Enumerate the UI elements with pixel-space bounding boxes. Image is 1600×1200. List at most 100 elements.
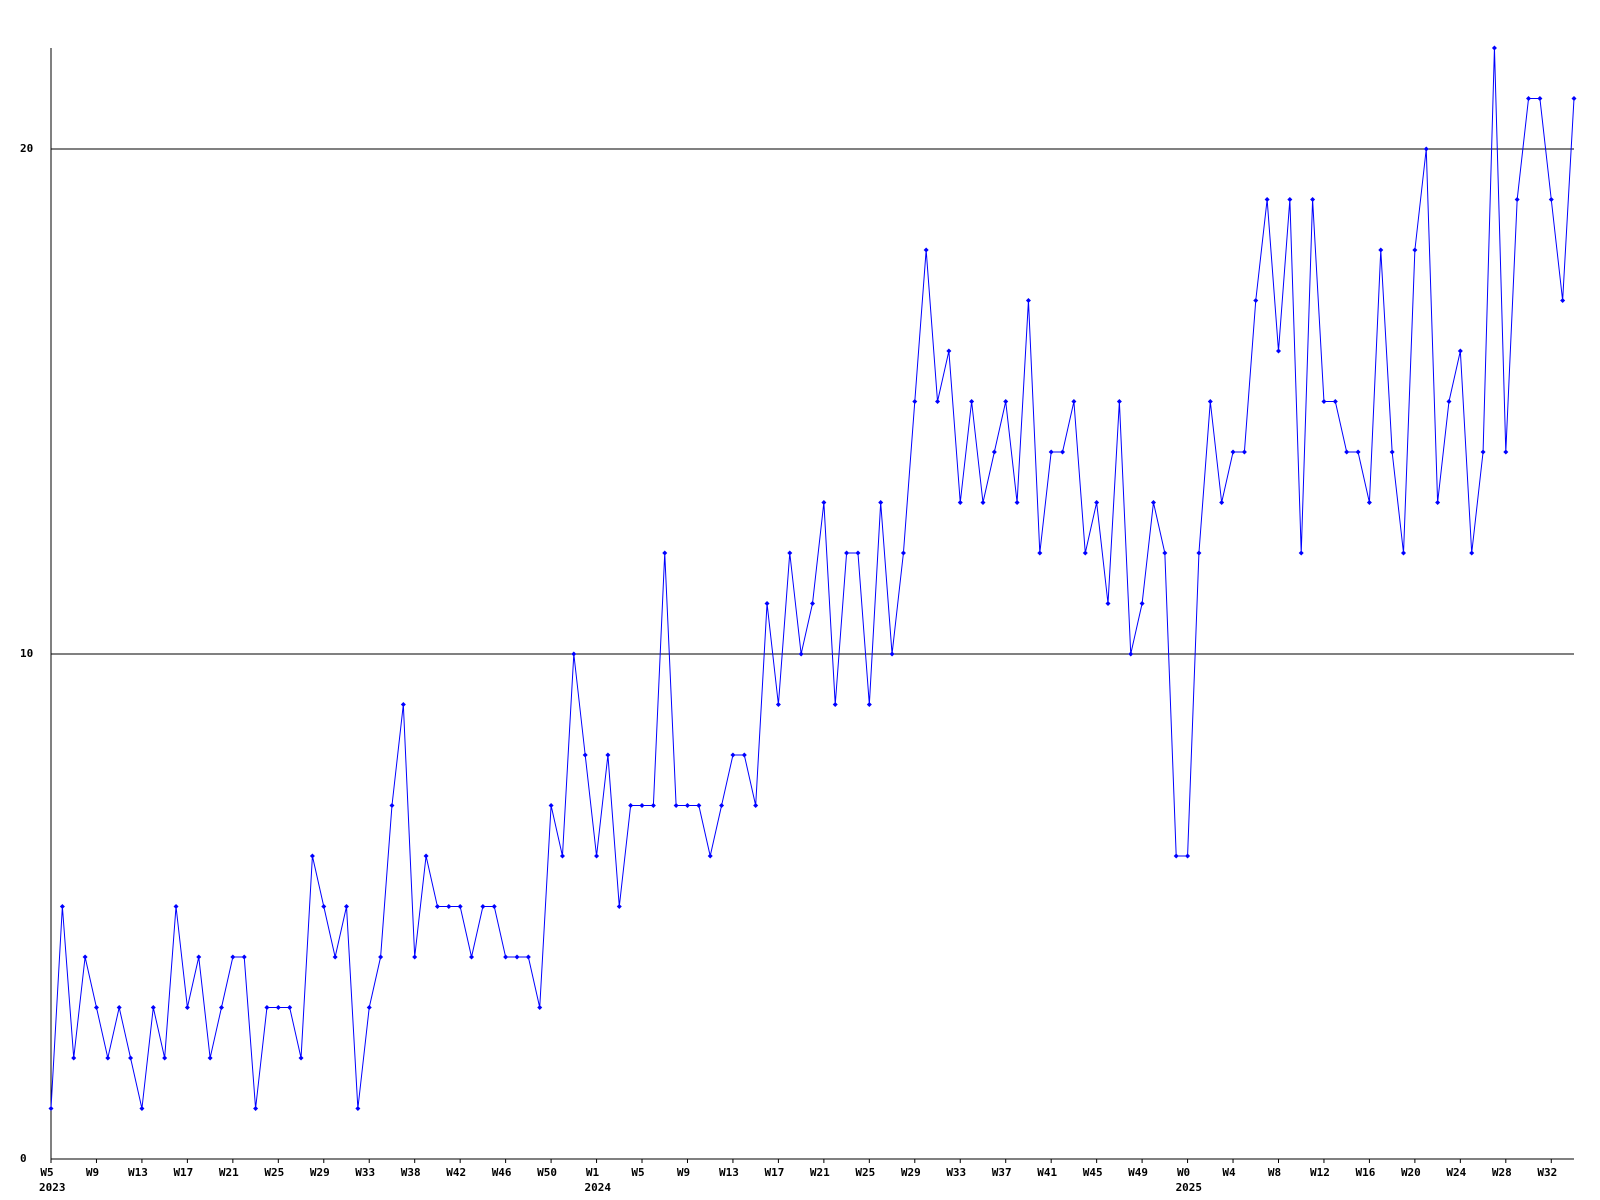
data-point bbox=[1150, 500, 1156, 505]
data-point bbox=[196, 954, 202, 960]
data-point bbox=[594, 853, 600, 859]
y-tick-label: 20 bbox=[20, 142, 33, 155]
data-point bbox=[741, 752, 747, 758]
data-point bbox=[1412, 247, 1418, 253]
data-point bbox=[400, 702, 406, 707]
data-point bbox=[514, 954, 520, 960]
x-tick-label: W5 bbox=[631, 1166, 644, 1179]
data-point bbox=[775, 702, 781, 707]
data-point bbox=[787, 550, 793, 556]
y-tick-label: 10 bbox=[20, 647, 33, 660]
data-point bbox=[1548, 197, 1554, 202]
data-point bbox=[1287, 197, 1293, 202]
x-tick-label: W38 bbox=[401, 1166, 421, 1179]
x-tick-label: W24 bbox=[1446, 1166, 1466, 1179]
x-tick-label: W8 bbox=[1268, 1166, 1281, 1179]
data-point bbox=[59, 904, 65, 909]
data-point bbox=[662, 550, 668, 556]
x-tick-label: W33 bbox=[355, 1166, 375, 1179]
data-point bbox=[991, 449, 997, 455]
data-point bbox=[878, 500, 884, 505]
x-tick-label: W46 bbox=[492, 1166, 512, 1179]
data-point bbox=[1048, 449, 1054, 455]
data-line bbox=[50, 47, 1575, 1109]
data-point bbox=[1105, 601, 1111, 606]
data-point bbox=[1275, 348, 1281, 354]
data-point bbox=[525, 954, 531, 960]
data-point bbox=[696, 803, 702, 808]
data-point bbox=[923, 247, 929, 253]
data-point bbox=[810, 601, 815, 606]
data-point bbox=[93, 1005, 99, 1010]
data-point bbox=[1219, 500, 1225, 505]
data-point bbox=[1469, 550, 1475, 556]
x-tick-label: W41 bbox=[1037, 1166, 1057, 1179]
data-point bbox=[548, 803, 554, 808]
data-point bbox=[1310, 197, 1316, 202]
data-point bbox=[707, 853, 713, 859]
x-tick-label: W16 bbox=[1355, 1166, 1375, 1179]
x-tick-label: W17 bbox=[764, 1166, 784, 1179]
data-point bbox=[116, 1005, 122, 1010]
data-point bbox=[48, 1106, 54, 1111]
data-point bbox=[1014, 500, 1020, 505]
x-tick-label: W25 bbox=[264, 1166, 284, 1179]
data-point bbox=[957, 500, 963, 505]
data-point bbox=[684, 803, 690, 808]
data-point bbox=[1344, 449, 1350, 455]
data-point bbox=[253, 1106, 259, 1111]
data-point bbox=[1139, 601, 1145, 606]
data-point bbox=[1560, 298, 1566, 303]
data-point bbox=[105, 1055, 111, 1061]
data-point bbox=[162, 1055, 168, 1061]
data-point bbox=[821, 500, 827, 505]
data-point bbox=[184, 1005, 190, 1010]
data-point bbox=[1094, 500, 1100, 505]
data-point bbox=[139, 1106, 145, 1111]
data-point bbox=[355, 1106, 361, 1111]
data-point bbox=[1082, 550, 1088, 556]
data-point bbox=[1025, 298, 1031, 303]
data-point bbox=[412, 954, 418, 960]
data-point bbox=[1230, 449, 1236, 455]
data-point bbox=[1571, 96, 1577, 101]
x-tick-label: W21 bbox=[219, 1166, 239, 1179]
x-tick-label: W45 bbox=[1083, 1166, 1103, 1179]
data-point bbox=[82, 954, 88, 960]
x-tick-label: W32 bbox=[1537, 1166, 1557, 1179]
data-point bbox=[1162, 550, 1168, 556]
x-tick-label: W4 bbox=[1222, 1166, 1236, 1179]
data-point bbox=[1378, 247, 1384, 253]
data-point bbox=[344, 904, 350, 909]
x-tick-label: W33 bbox=[946, 1166, 966, 1179]
x-tick-label: W50 bbox=[537, 1166, 557, 1179]
data-point bbox=[71, 1055, 77, 1061]
x-tick-label: W13 bbox=[128, 1166, 148, 1179]
data-point bbox=[1060, 449, 1066, 455]
data-point bbox=[969, 399, 975, 404]
x-tick-label: W20 bbox=[1401, 1166, 1421, 1179]
data-point bbox=[298, 1055, 304, 1061]
data-point bbox=[730, 752, 736, 758]
data-point bbox=[719, 803, 725, 808]
data-point bbox=[275, 1005, 281, 1010]
data-point bbox=[1037, 550, 1043, 556]
data-point bbox=[241, 954, 247, 960]
data-point bbox=[639, 803, 645, 808]
x-tick-label: W1 bbox=[586, 1166, 600, 1179]
data-point bbox=[378, 954, 384, 960]
data-point bbox=[218, 1005, 224, 1010]
data-point bbox=[150, 1005, 156, 1010]
data-point bbox=[446, 904, 452, 909]
data-point bbox=[1332, 399, 1338, 404]
data-point bbox=[1435, 500, 1441, 505]
data-point bbox=[423, 853, 429, 859]
data-point bbox=[230, 954, 236, 960]
data-point bbox=[480, 904, 486, 909]
data-point bbox=[1264, 197, 1270, 202]
data-point bbox=[1241, 449, 1247, 455]
data-point bbox=[1366, 500, 1372, 505]
x-tick-label: W29 bbox=[310, 1166, 330, 1179]
